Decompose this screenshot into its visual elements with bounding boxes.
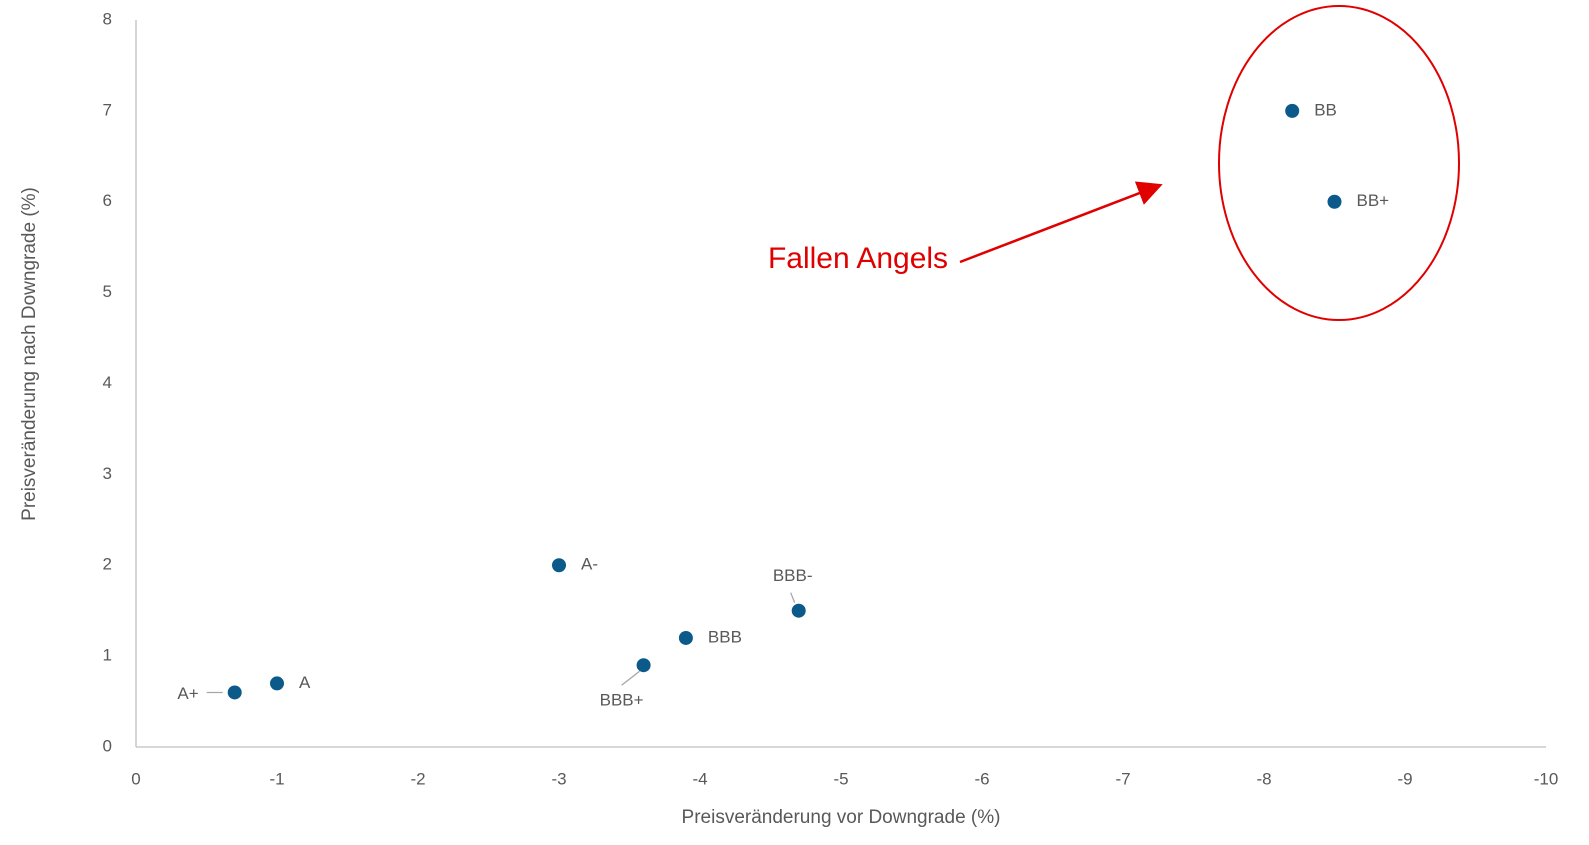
y-axis-title: Preisveränderung nach Downgrade (%) — [19, 187, 40, 521]
leader-line — [790, 592, 796, 603]
x-tick-label: 0 — [131, 769, 140, 788]
point — [678, 630, 693, 645]
x-tick-label: -7 — [1115, 769, 1130, 788]
annotation-arrow — [959, 181, 1163, 264]
leader-line — [621, 670, 640, 686]
point — [552, 558, 566, 573]
point — [1327, 194, 1342, 209]
point-label: A- — [581, 555, 598, 574]
y-tick-label: 1 — [103, 646, 112, 665]
point-label: BBB- — [773, 566, 813, 585]
point-label: BBB+ — [600, 691, 644, 710]
y-tick-label: 3 — [103, 464, 112, 483]
y-tick-label: 4 — [103, 373, 112, 392]
point-label: BB+ — [1357, 191, 1390, 210]
point-label: A+ — [177, 684, 198, 703]
highlight-ellipse — [1218, 5, 1460, 321]
x-tick-label: -8 — [1256, 769, 1271, 788]
x-tick-label: -4 — [692, 769, 707, 788]
point — [636, 658, 651, 673]
y-tick-label: 2 — [103, 555, 112, 574]
point — [1285, 103, 1300, 118]
point-label: BB — [1314, 100, 1337, 119]
y-tick-label: 8 — [103, 9, 112, 28]
x-tick-label: -2 — [410, 769, 425, 788]
x-tick-label: -1 — [269, 769, 284, 788]
point — [227, 685, 242, 700]
x-tick-label: -3 — [551, 769, 566, 788]
point-label: A — [299, 673, 311, 692]
point — [791, 603, 806, 618]
y-tick-label: 0 — [103, 736, 112, 755]
y-tick-label: 7 — [103, 100, 112, 119]
x-tick-label: -10 — [1534, 769, 1559, 788]
x-tick-label: -5 — [833, 769, 848, 788]
x-tick-label: -6 — [974, 769, 989, 788]
y-tick-label: 5 — [103, 282, 112, 301]
x-axis-title: Preisveränderung vor Downgrade (%) — [682, 807, 1001, 828]
point — [270, 676, 284, 691]
y-tick-label: 6 — [103, 191, 112, 210]
x-tick-label: -9 — [1397, 769, 1412, 788]
point-label: BBB — [708, 627, 742, 646]
annotation: Fallen Angels — [768, 242, 948, 275]
